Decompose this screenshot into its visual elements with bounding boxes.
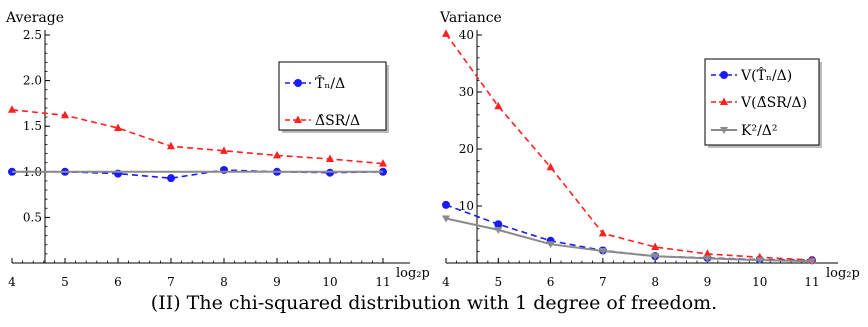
legend-label-0: V(T̂ₙ/Δ) [740, 66, 792, 84]
data-point [114, 123, 122, 132]
x-tick-label: 10 [752, 275, 767, 289]
data-point [494, 220, 503, 229]
data-point [546, 162, 555, 171]
data-point [220, 146, 228, 154]
x-tick-label: 6 [547, 275, 555, 289]
legend-swatch-marker [294, 79, 302, 87]
y-tick-label: 40 [459, 28, 474, 42]
data-point [651, 242, 660, 251]
series-line-0 [445, 204, 813, 261]
y-tick-label: 2.0 [23, 74, 42, 88]
data-point [167, 141, 175, 150]
data-point [703, 255, 712, 263]
data-point [61, 110, 69, 119]
x-tick-label: 6 [114, 275, 122, 289]
x-tick-label: 4 [8, 275, 16, 289]
data-point [755, 257, 764, 265]
x-tick-label: 8 [220, 275, 228, 289]
x-tick-label: 7 [599, 275, 607, 289]
x-tick-label: 7 [167, 275, 175, 289]
legend-label-0: T̂ₙ/Δ [315, 74, 345, 92]
data-point [379, 159, 387, 167]
x-tick-label: 11 [375, 275, 390, 289]
legend-label-2: K²/Δ² [741, 123, 778, 139]
legend-swatch-marker [294, 115, 302, 123]
x-tick-label: 11 [804, 275, 819, 289]
y-tick-label: 2.5 [23, 28, 42, 42]
y-tick-label: 1.5 [23, 119, 42, 133]
y-tick-label: 30 [459, 85, 474, 99]
x-tick-label: 5 [61, 275, 69, 289]
data-point [273, 150, 281, 159]
data-point [598, 248, 607, 256]
x-axis-label: log₂p [826, 266, 860, 281]
data-point [494, 101, 503, 110]
data-point [442, 215, 450, 223]
y-tick-label: 0.5 [23, 210, 42, 224]
x-tick-label: 8 [651, 275, 659, 289]
panel-title: Variance [439, 10, 502, 26]
panel-title: Average [5, 10, 64, 26]
series-line-2 [445, 217, 813, 263]
data-point [167, 174, 175, 183]
series-line-1 [445, 33, 813, 261]
legend-swatch-marker [720, 97, 728, 105]
data-point [494, 226, 503, 234]
data-point [808, 258, 816, 266]
x-axis-label: log₂p [396, 266, 430, 281]
x-tick-label: 5 [494, 275, 502, 289]
x-tick-label: 10 [322, 275, 337, 289]
legend-swatch-marker [720, 127, 728, 134]
data-point [598, 228, 607, 237]
legend-label-1: Δ̂SR/Δ [315, 113, 360, 129]
figure-caption: (II) The chi-squared distribution with 1… [150, 292, 718, 314]
variance-panel: Variance 10 20 30 40 4 5 6 7 8 9 10 11 log₂p V(T̂ₙ/Δ) V… [439, 10, 860, 289]
data-point [651, 253, 660, 261]
y-tick-label: 20 [459, 142, 474, 156]
legend-label-1: V(Δ̂SR/Δ) [740, 95, 807, 111]
data-point [8, 105, 16, 113]
data-point [442, 29, 450, 37]
legend-swatch-marker [720, 71, 728, 79]
x-tick-label: 9 [704, 275, 712, 289]
data-point [442, 200, 450, 209]
data-point [703, 249, 712, 257]
series-line-1 [11, 109, 384, 165]
x-tick-label: 9 [273, 275, 281, 289]
y-tick-label: 10 [459, 199, 474, 213]
data-point [326, 154, 334, 163]
x-tick-label: 4 [442, 275, 450, 289]
data-point [546, 241, 555, 249]
legend-box [278, 61, 387, 131]
